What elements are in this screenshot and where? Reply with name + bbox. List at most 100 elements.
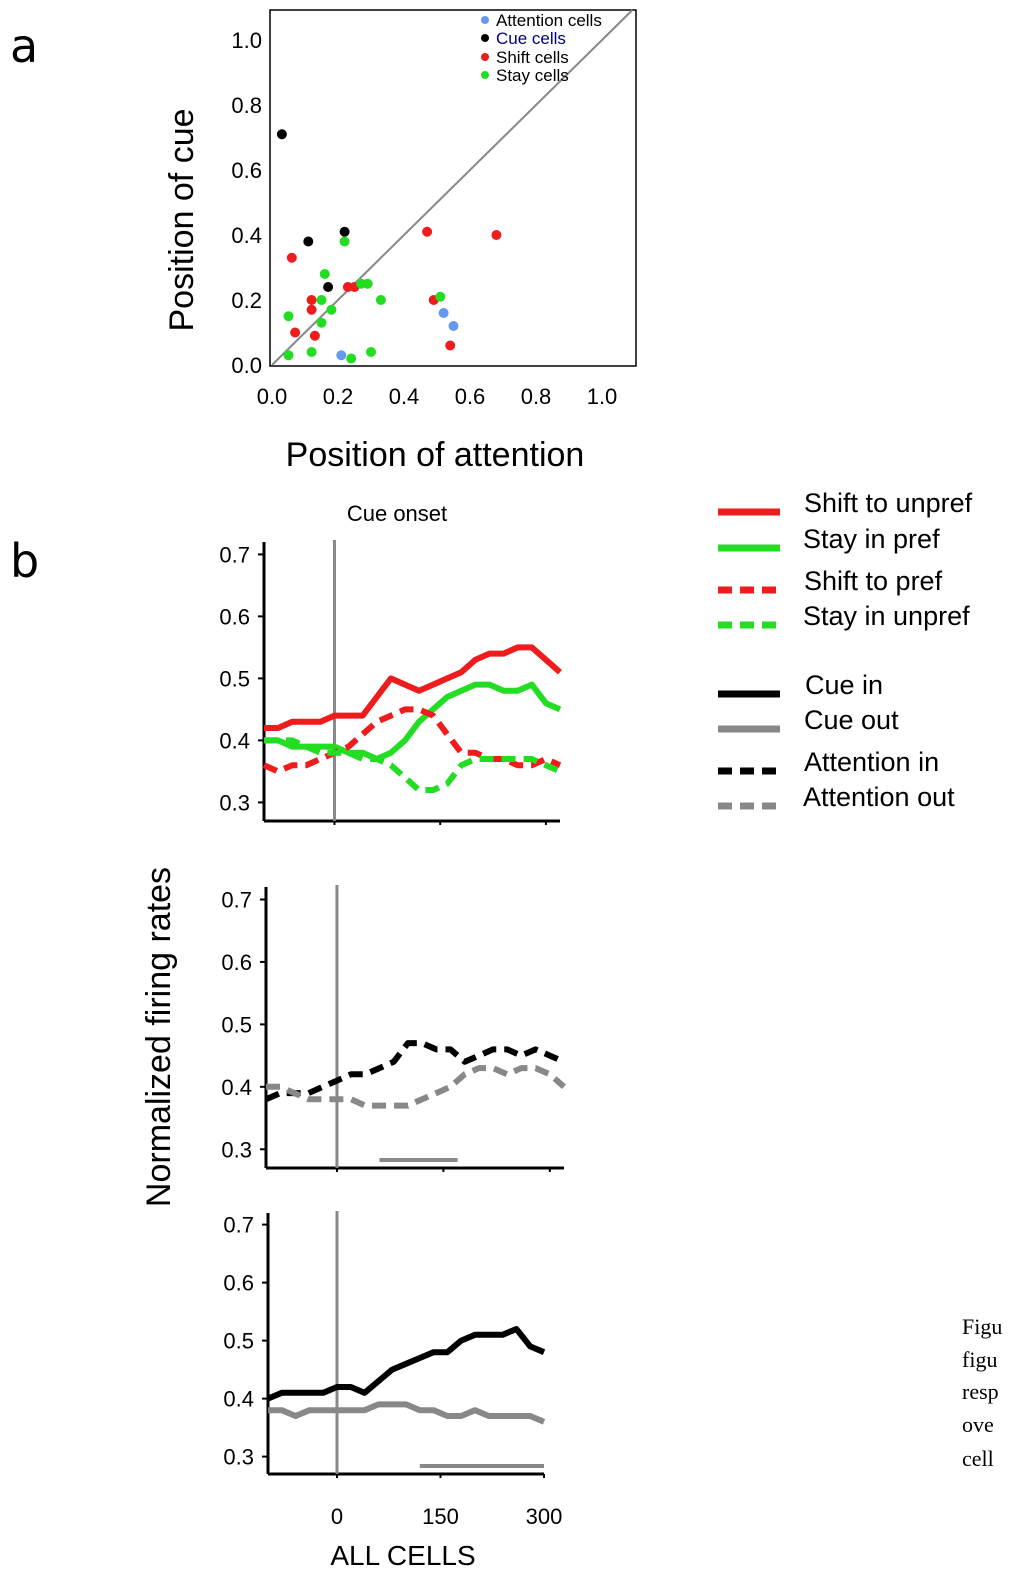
scatter-frame [269, 9, 637, 367]
line-panel-3-y-tick-label: 0.7 [223, 1213, 254, 1238]
caption: Figu figu resp ove cell [962, 1314, 1002, 1471]
series-line-stay-in-unpref [264, 737, 562, 793]
caption-line-5: cell [962, 1446, 994, 1471]
legend-marker-shift-cells [481, 53, 489, 61]
identity-diagonal [271, 9, 634, 366]
legend-label-cue-in: Cue in [805, 670, 883, 700]
line-legend: Shift to unpref Stay in pref Shift to pr… [718, 488, 973, 812]
scatter-point-shift-cells [422, 226, 433, 237]
legend-label-shift-cells: Shift cells [496, 48, 569, 67]
line-panel-3-y-tick-label: 0.5 [223, 1329, 254, 1354]
scatter-point-shift-cells [491, 230, 502, 240]
scatter-y-tick-label: 0.4 [231, 223, 262, 248]
legend-label-shift-to-unpref: Shift to unpref [804, 488, 973, 518]
scatter-point-stay-cells [366, 347, 376, 357]
scatter-x-tick-label: 0.4 [389, 384, 420, 409]
line-x-label: ALL CELLS [330, 1540, 475, 1571]
legend-marker-attention-cells [481, 16, 489, 24]
line-panel-1: 0.3 0.4 0.5 0.6 0.7 [219, 540, 562, 825]
series-line-cue-out [268, 1401, 546, 1425]
scatter-point-stay-cells [319, 269, 330, 279]
scatter-point-stay-cells [283, 350, 294, 361]
scatter-point-stay-cells [326, 304, 337, 315]
line-panel-3: 0.3 0.4 0.5 0.6 0.7 0 150 300 [223, 1211, 562, 1529]
scatter-y-tick-label: 1.0 [231, 28, 262, 53]
series-line-cue-in [266, 1326, 546, 1402]
scatter-plot: 0.0 0.2 0.4 0.6 0.8 1.0 0.0 0.2 0.4 0.6 0.8 1.0 Po… [163, 9, 637, 474]
line-panel-2-y-tick-label: 0.3 [221, 1137, 252, 1162]
legend-label-stay-in-unpref: Stay in unpref [803, 601, 970, 631]
series-line-shift-to-pref [262, 706, 562, 775]
scatter-point-cue-cells [323, 282, 334, 292]
scatter-x-tick-label: 0.6 [455, 384, 486, 409]
scatter-point-attention-cells [448, 321, 459, 331]
line-panel-1-y-tick-label: 0.6 [219, 604, 250, 629]
scatter-point-stay-cells [283, 311, 294, 322]
line-panel-1-y-tick-label: 0.3 [219, 790, 250, 815]
scatter-point-stay-cells [435, 291, 446, 302]
scatter-point-cue-cells [276, 129, 287, 140]
scatter-x-tick-label: 0.2 [323, 384, 354, 409]
legend-marker-cue-cells [481, 34, 489, 42]
line-panel-3-y-tick-label: 0.6 [223, 1271, 254, 1296]
scatter-point-attention-cells [336, 350, 347, 361]
series-line-attention-in [264, 1040, 566, 1103]
scatter-point-shift-cells [286, 252, 297, 263]
scatter-legend: Attention cells Cue cells Shift cells St… [481, 11, 602, 85]
caption-line-4: ove [962, 1412, 994, 1437]
line-panel-2-y-tick-label: 0.6 [221, 950, 252, 975]
scatter-x-tick-label: 0.8 [521, 384, 552, 409]
legend-label-cue-cells: Cue cells [496, 29, 566, 48]
caption-line-3: resp [962, 1379, 999, 1404]
line-panel-3-x-tick-label: 150 [422, 1504, 459, 1529]
scatter-point-shift-cells [306, 304, 317, 315]
scatter-y-ticks: 0.0 0.2 0.4 0.6 0.8 1.0 [231, 28, 262, 378]
scatter-point-stay-cells [362, 278, 373, 289]
line-y-label: Normalized firing rates [140, 867, 178, 1207]
scatter-point-stay-cells [306, 347, 317, 357]
line-panel-2-y-tick-label: 0.4 [221, 1075, 252, 1100]
scatter-y-tick-label: 0.2 [231, 288, 262, 313]
line-panel-2: 0.3 0.4 0.5 0.6 0.7 [221, 885, 566, 1172]
caption-line-2: figu [962, 1347, 997, 1372]
scatter-point-shift-cells [445, 340, 456, 351]
line-panel-2-y-tick-label: 0.5 [221, 1012, 252, 1037]
line-panel-1-y-tick-label: 0.5 [219, 666, 250, 691]
legend-label-stay-cells: Stay cells [496, 66, 569, 85]
legend-label-shift-to-pref: Shift to pref [804, 566, 943, 596]
line-panel-3-x-tick-label: 300 [526, 1504, 563, 1529]
scatter-point-stay-cells [346, 353, 357, 364]
scatter-point-cue-cells [303, 236, 314, 247]
caption-line-1: Figu [962, 1314, 1002, 1339]
line-panel-3-y-tick-label: 0.4 [223, 1387, 254, 1412]
line-panel-3-x-tick-label: 0 [331, 1504, 343, 1529]
legend-label-attention-cells: Attention cells [496, 11, 602, 30]
cue-onset-label: Cue onset [347, 501, 447, 526]
series-line-attention-out [266, 1065, 566, 1109]
line-panel-1-y-tick-label: 0.4 [219, 728, 250, 753]
legend-marker-stay-cells [481, 71, 489, 79]
scatter-point-stay-cells [375, 295, 386, 305]
scatter-y-tick-label: 0.0 [231, 353, 262, 378]
line-panel-2-y-tick-label: 0.7 [221, 887, 252, 912]
legend-label-attention-in: Attention in [804, 747, 939, 777]
scatter-y-tick-label: 0.6 [231, 158, 262, 183]
scatter-y-tick-label: 0.8 [231, 93, 262, 118]
scatter-point-stay-cells [316, 295, 327, 305]
scatter-x-tick-label: 0.0 [257, 384, 288, 409]
scatter-x-label: Position of attention [286, 436, 585, 474]
scatter-points [276, 129, 502, 364]
legend-label-attention-out: Attention out [803, 782, 955, 812]
scatter-point-attention-cells [438, 308, 449, 318]
scatter-point-shift-cells [290, 327, 301, 338]
panel-letter-b: b [10, 534, 39, 588]
scatter-x-ticks: 0.0 0.2 0.4 0.6 0.8 1.0 [257, 384, 618, 409]
scatter-point-cue-cells [339, 226, 350, 237]
scatter-point-shift-cells [309, 330, 320, 341]
legend-label-cue-out: Cue out [804, 705, 899, 735]
legend-label-stay-in-pref: Stay in pref [803, 524, 940, 554]
series-line-shift-to-unpref [264, 644, 562, 731]
scatter-point-shift-cells [306, 295, 317, 305]
panel-letter-a: a [10, 19, 38, 73]
